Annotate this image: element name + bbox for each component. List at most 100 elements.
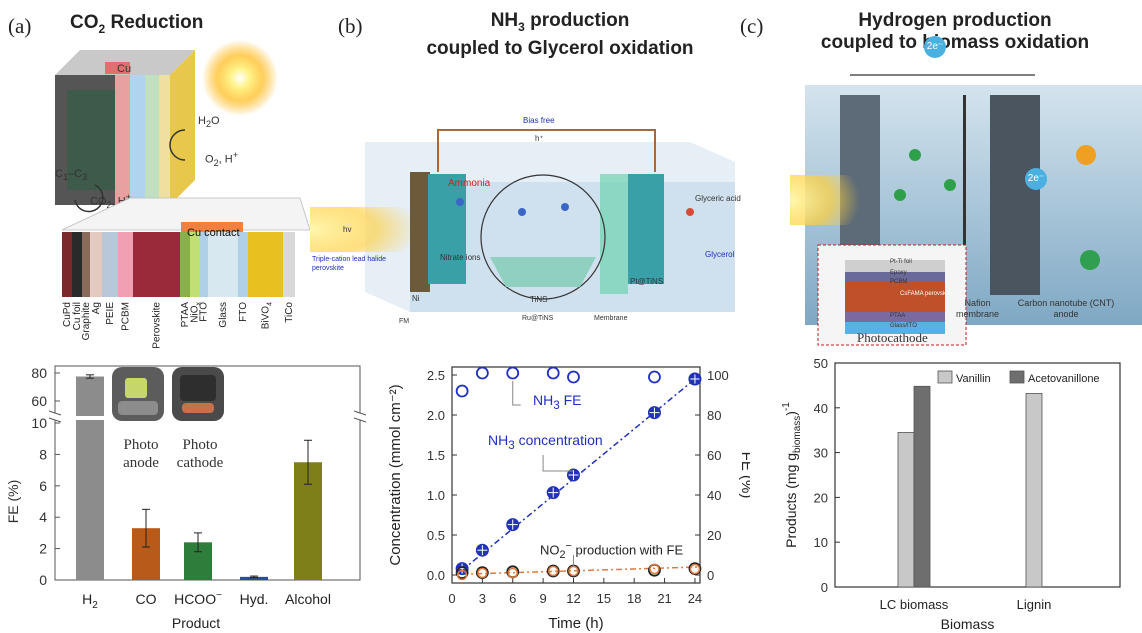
- membrane-label: Membrane: [594, 315, 628, 322]
- layer-label-7: PTAA: [180, 302, 191, 328]
- ytick-right-label: 20: [707, 528, 721, 543]
- legend-swatch-1: [1009, 370, 1025, 384]
- ytick-left-label: 0.5: [427, 528, 445, 543]
- layer-strip-11: [238, 232, 248, 297]
- legend-swatch-0: [937, 370, 953, 384]
- xtick-label: 3: [479, 591, 486, 606]
- nitrate-ions-label: Nitrate ions: [440, 253, 481, 262]
- layer-stack-strips: [62, 232, 295, 297]
- ytick-right-label: 40: [707, 488, 721, 503]
- hv-label: hv: [343, 225, 352, 234]
- ammonia-time-chart: 0 3 6 9 12 15 18 21 24 0.0 0.5 1.0 1.5 2.0 2.5 0 20 40 60 8…: [387, 366, 750, 632]
- nh3-fe-point: [506, 366, 520, 380]
- panel-a-label: (a): [8, 14, 32, 38]
- layer-stack-diagram: [61, 197, 311, 297]
- fe-bar-chart: 0 2 4 6 8 10 60 80 FE (%) H2 CO HCOO− Hyd. Alcohol Pro…: [5, 365, 367, 631]
- no2-fe-point: [507, 567, 518, 579]
- nh3-fe-point: [688, 372, 702, 386]
- ytick-left-label: 0.0: [427, 568, 445, 583]
- xtick-label: 12: [566, 591, 580, 606]
- ammonia-label: Ammonia: [448, 178, 491, 189]
- no2-conc-point: [546, 564, 560, 578]
- ytick-label: 60: [31, 393, 47, 409]
- ytick-label: 10: [814, 535, 828, 550]
- layer-strip-0: [62, 232, 72, 297]
- no2-conc-point: [455, 566, 469, 580]
- ytick-label: 6: [39, 478, 47, 494]
- photo-cathode-label: Photo cathode: [176, 437, 224, 471]
- layer-label-9: FTO: [199, 302, 210, 322]
- light-beam: [310, 207, 420, 252]
- xtick-label: 6: [509, 591, 516, 606]
- layer-strip-10: [208, 232, 238, 297]
- bar-3: [240, 576, 268, 580]
- ytick-right-label: 60: [707, 448, 721, 463]
- no2-fe-point: [547, 565, 559, 577]
- stack-layer-label-1: Epoxy: [890, 270, 907, 276]
- nh3-concentration-annotation: NH3 concentration: [488, 432, 603, 452]
- x-axis-title: Biomass: [941, 616, 995, 632]
- photo-anode-image: [112, 367, 164, 421]
- layer-strip-3: [90, 232, 102, 297]
- ytick-left-label: 1.0: [427, 488, 445, 503]
- ytick-label: 10: [31, 415, 47, 431]
- layer-strip-9: [199, 232, 208, 297]
- x-axis-title: Product: [172, 615, 220, 631]
- panel-b-label: (b): [338, 14, 363, 38]
- panel-b: (b) NH3 production coupled to Glycerol o…: [310, 0, 750, 633]
- bar-0: [76, 376, 104, 580]
- cu-layer-label: Cu: [117, 63, 132, 75]
- ni-label: Ni: [412, 294, 420, 303]
- cnt-anode-label: Carbon nanotube (CNT) anode: [1017, 298, 1115, 319]
- legend-label-0: Vanillin: [956, 373, 991, 385]
- layer-label-12: BiVO4: [261, 302, 274, 329]
- sun-icon: [202, 40, 278, 116]
- ytick-label: 50: [814, 356, 828, 371]
- layer-label-5: PCBM: [121, 302, 132, 331]
- y-axis-title: Products (mg gbiomass)-1: [781, 402, 803, 548]
- ytick-label: 4: [39, 509, 47, 525]
- no2-fe-point: [456, 569, 468, 581]
- ammonia-cell-illustration: [310, 112, 750, 327]
- no2-fe-point: [689, 563, 701, 575]
- xtick-label-2: HCOO−: [174, 590, 222, 607]
- pt-tins-label: Pt@TiNS: [630, 277, 664, 286]
- xtick-label: 24: [688, 591, 702, 606]
- y-right-title: FE (%): [738, 452, 750, 499]
- nh3-fe-annotation: NH3 FE: [533, 392, 582, 412]
- nh3-fe-point: [648, 370, 661, 384]
- x-axis-title: Time (h): [548, 615, 603, 632]
- panel-c-title: Hydrogen production coupled to biomass o…: [820, 10, 1090, 53]
- photo-cathode-image: [172, 367, 224, 421]
- layer-label-3: Ag: [91, 302, 102, 314]
- no2-annotation: NO2− production with FE: [540, 540, 684, 561]
- no2-fe-point: [649, 563, 660, 575]
- ytick-label: 8: [39, 446, 47, 462]
- panel-a-title: CO2 Reduction: [70, 12, 204, 36]
- ytick-label: 40: [814, 401, 828, 416]
- ytick-label: 30: [814, 446, 828, 461]
- stack-layer-label-5: Glass/ITO: [890, 323, 917, 329]
- layer-label-2: Graphite: [81, 302, 92, 341]
- xtick-label: 0: [448, 591, 455, 606]
- glyceric-acid-label: Glyceric acid: [695, 194, 741, 203]
- layer-strip-4: [102, 232, 118, 297]
- nh3-fe-point: [546, 366, 560, 380]
- biomass-products-chart: 0 10 20 30 40 50 LC biomass Lignin Biomass Produc…: [781, 356, 1121, 632]
- photoelectrode-device-illustration: [55, 40, 278, 213]
- y-axis-title: FE (%): [5, 480, 21, 524]
- layer-strip-7: [180, 232, 190, 297]
- fm-label: FM: [399, 318, 410, 325]
- xtick-label-1: Lignin: [1017, 597, 1052, 612]
- nh3-conc-arrow: [542, 455, 574, 472]
- ytick-right-label: 100: [707, 368, 729, 383]
- cu-contact-label: Cu contact: [187, 227, 240, 239]
- bar-acetovanillone-0: [913, 385, 931, 588]
- xtick-label-0: H2: [82, 591, 98, 611]
- stack-layer-label-4: PTAA: [890, 313, 906, 319]
- y-left-title: Concentration (mmol cm⁻²): [387, 384, 404, 565]
- layer-label-13: TiCo: [284, 302, 295, 323]
- panel-c-label: (c): [740, 14, 764, 38]
- legend-label-1: Acetovanillone: [1028, 373, 1100, 385]
- layer-label-0: CuPd: [62, 302, 73, 327]
